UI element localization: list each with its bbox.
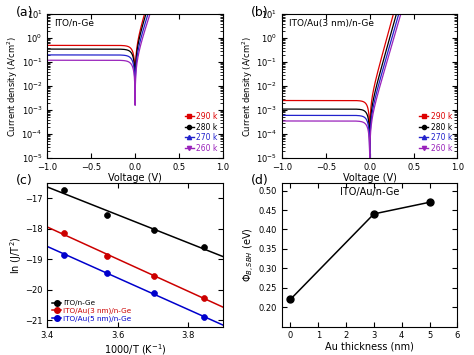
Point — [150, 273, 158, 279]
Point — [104, 270, 111, 276]
X-axis label: Voltage (V): Voltage (V) — [343, 173, 397, 183]
Point — [150, 228, 158, 233]
Text: ITO/Au/n-Ge: ITO/Au/n-Ge — [340, 187, 400, 197]
Y-axis label: Current density (A/cm$^2$): Current density (A/cm$^2$) — [6, 36, 20, 137]
Legend: 290 k, 280 k, 270 k, 260 k: 290 k, 280 k, 270 k, 260 k — [183, 110, 219, 154]
Text: ITO/n-Ge: ITO/n-Ge — [55, 18, 94, 28]
X-axis label: 1000/T (K$^{-1}$): 1000/T (K$^{-1}$) — [104, 342, 166, 355]
Point — [61, 252, 68, 258]
Text: (d): (d) — [250, 174, 268, 187]
Y-axis label: Current density (A/cm$^2$): Current density (A/cm$^2$) — [240, 36, 255, 137]
Y-axis label: ln (J/T$^2$): ln (J/T$^2$) — [8, 236, 24, 273]
Point — [200, 315, 208, 320]
X-axis label: Au thickness (nm): Au thickness (nm) — [325, 342, 414, 352]
Point — [61, 188, 68, 193]
Legend: 290 k, 280 k, 270 k, 260 k: 290 k, 280 k, 270 k, 260 k — [418, 110, 454, 154]
Text: (c): (c) — [16, 174, 33, 187]
Legend: ITO/n-Ge, ITO/Au(3 nm)/n-Ge, ITO/Au(5 nm)/n-Ge: ITO/n-Ge, ITO/Au(3 nm)/n-Ge, ITO/Au(5 nm… — [51, 299, 133, 323]
Point — [61, 230, 68, 236]
Y-axis label: $\Phi_{B,SBH}$ (eV): $\Phi_{B,SBH}$ (eV) — [242, 227, 257, 282]
Point — [200, 244, 208, 250]
X-axis label: Voltage (V): Voltage (V) — [108, 173, 162, 183]
Text: (a): (a) — [16, 6, 33, 18]
Point — [200, 295, 208, 300]
Point — [104, 212, 111, 218]
Text: (b): (b) — [250, 6, 268, 18]
Point — [104, 253, 111, 259]
Text: ITO/Au(3 nm)/n-Ge: ITO/Au(3 nm)/n-Ge — [289, 18, 374, 28]
Point — [150, 290, 158, 296]
